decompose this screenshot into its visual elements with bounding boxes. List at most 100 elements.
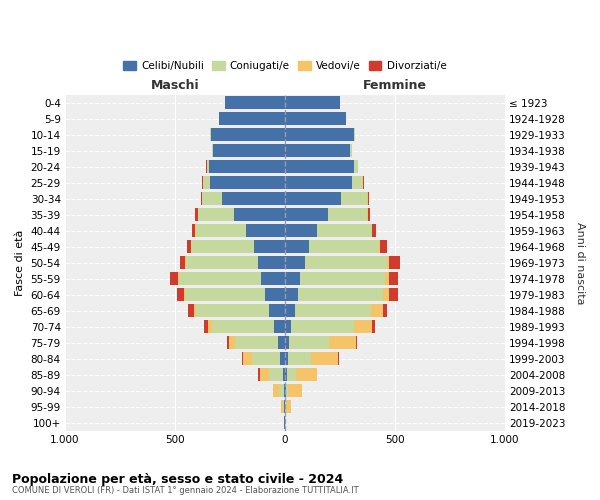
Bar: [186, 256, 285, 269]
Bar: [285, 368, 296, 381]
Bar: [285, 240, 309, 253]
Bar: [284, 416, 285, 429]
Bar: [184, 288, 285, 301]
Bar: [285, 288, 398, 301]
Bar: [196, 224, 285, 237]
Bar: [219, 112, 285, 125]
Bar: [285, 240, 379, 253]
Bar: [207, 160, 285, 173]
Bar: [265, 288, 285, 301]
Bar: [209, 160, 285, 173]
Bar: [212, 144, 285, 157]
Bar: [196, 304, 285, 317]
Bar: [234, 208, 285, 221]
Bar: [187, 240, 285, 253]
Bar: [285, 144, 352, 157]
Bar: [285, 176, 364, 189]
Bar: [285, 384, 286, 397]
Bar: [285, 112, 346, 125]
Bar: [177, 288, 285, 301]
Bar: [203, 176, 285, 189]
Bar: [210, 176, 285, 189]
Bar: [203, 176, 285, 189]
Bar: [212, 144, 285, 157]
Bar: [285, 384, 302, 397]
Bar: [285, 192, 369, 205]
Bar: [226, 96, 285, 109]
Bar: [285, 416, 286, 429]
Bar: [285, 176, 363, 189]
Bar: [196, 224, 285, 237]
Bar: [212, 320, 285, 333]
Bar: [285, 336, 329, 349]
Bar: [285, 192, 368, 205]
Text: Femmine: Femmine: [363, 78, 427, 92]
Bar: [285, 304, 371, 317]
Bar: [285, 240, 380, 253]
Bar: [285, 224, 371, 237]
Bar: [285, 224, 376, 237]
Bar: [202, 176, 285, 189]
Bar: [285, 352, 338, 365]
Bar: [283, 400, 285, 413]
Bar: [197, 208, 285, 221]
Bar: [210, 128, 285, 141]
Bar: [285, 192, 341, 205]
Bar: [273, 384, 285, 397]
Bar: [285, 400, 290, 413]
Bar: [285, 256, 400, 269]
Bar: [206, 160, 285, 173]
Bar: [226, 96, 285, 109]
Bar: [260, 272, 285, 285]
Bar: [285, 352, 311, 365]
Bar: [285, 256, 387, 269]
Bar: [285, 304, 383, 317]
Bar: [211, 128, 285, 141]
Bar: [285, 208, 368, 221]
Bar: [207, 160, 285, 173]
Bar: [285, 368, 317, 381]
Bar: [285, 304, 295, 317]
Bar: [202, 192, 285, 205]
Bar: [285, 256, 305, 269]
Bar: [285, 112, 346, 125]
Bar: [227, 336, 285, 349]
Bar: [210, 128, 285, 141]
Bar: [229, 336, 285, 349]
Bar: [202, 192, 285, 205]
Bar: [274, 320, 285, 333]
Bar: [285, 368, 317, 381]
Text: Popolazione per età, sesso e stato civile - 2024: Popolazione per età, sesso e stato civil…: [12, 472, 343, 486]
Bar: [285, 160, 358, 173]
Bar: [285, 272, 398, 285]
Bar: [188, 304, 285, 317]
Bar: [284, 384, 285, 397]
Bar: [191, 240, 285, 253]
Bar: [285, 352, 339, 365]
Bar: [192, 224, 285, 237]
Bar: [210, 128, 285, 141]
Bar: [285, 144, 352, 157]
Bar: [285, 160, 358, 173]
Bar: [285, 240, 387, 253]
Bar: [285, 208, 367, 221]
Bar: [244, 352, 285, 365]
Bar: [285, 320, 371, 333]
Bar: [285, 96, 340, 109]
Text: Maschi: Maschi: [151, 78, 199, 92]
Bar: [260, 368, 285, 381]
Bar: [285, 272, 389, 285]
Bar: [285, 176, 363, 189]
Bar: [285, 224, 317, 237]
Bar: [285, 112, 346, 125]
Bar: [285, 336, 289, 349]
Bar: [219, 112, 285, 125]
Bar: [252, 352, 285, 365]
Bar: [285, 400, 290, 413]
Bar: [285, 96, 340, 109]
Bar: [285, 304, 387, 317]
Bar: [259, 256, 285, 269]
Text: COMUNE DI VEROLI (FR) - Dati ISTAT 1° gennaio 2024 - Elaborazione TUTTITALIA.IT: COMUNE DI VEROLI (FR) - Dati ISTAT 1° ge…: [12, 486, 359, 495]
Bar: [285, 192, 367, 205]
Bar: [285, 288, 383, 301]
